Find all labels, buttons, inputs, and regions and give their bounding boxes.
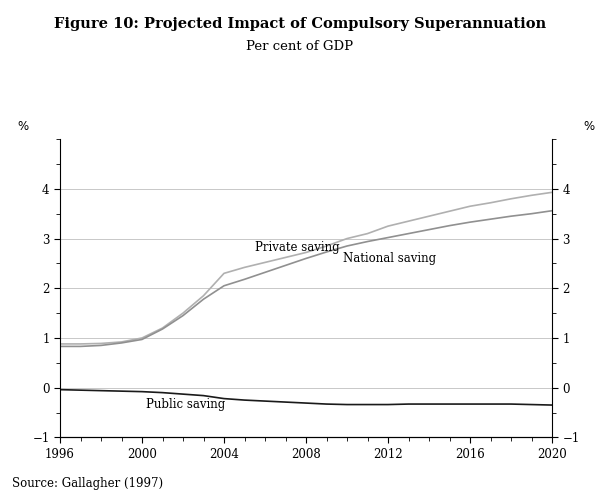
Text: National saving: National saving: [343, 252, 436, 265]
Text: %: %: [17, 120, 29, 133]
Text: Source: Gallagher (1997): Source: Gallagher (1997): [12, 477, 163, 490]
Text: Figure 10: Projected Impact of Compulsory Superannuation: Figure 10: Projected Impact of Compulsor…: [54, 17, 546, 31]
Text: Per cent of GDP: Per cent of GDP: [247, 40, 353, 53]
Text: %: %: [583, 120, 595, 133]
Text: Private saving: Private saving: [255, 241, 340, 254]
Text: Public saving: Public saving: [146, 398, 226, 411]
